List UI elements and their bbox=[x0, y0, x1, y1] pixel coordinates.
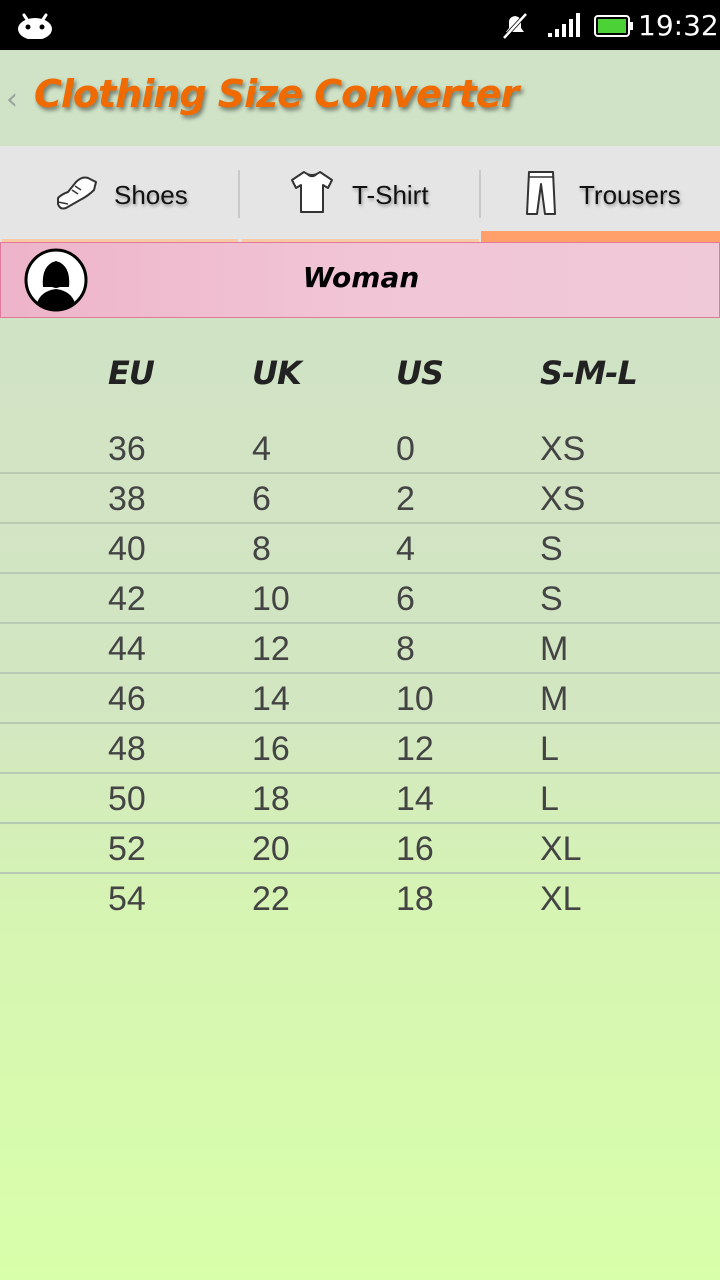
mute-icon bbox=[502, 12, 528, 40]
tab-shoes-label: Shoes bbox=[114, 180, 188, 210]
table-row: 48 16 12 L bbox=[0, 724, 720, 774]
tab-divider bbox=[479, 170, 481, 218]
table-cell: 16 bbox=[252, 730, 290, 768]
table-cell: 4 bbox=[252, 430, 271, 468]
table-cell: 12 bbox=[396, 730, 434, 768]
table-cell: L bbox=[540, 730, 559, 768]
table-row: 46 14 10 M bbox=[0, 674, 720, 724]
table-row: 42 10 6 S bbox=[0, 574, 720, 624]
battery-icon bbox=[594, 15, 633, 37]
tab-indicator bbox=[2, 239, 238, 242]
back-icon[interactable]: ‹ bbox=[6, 82, 18, 117]
trousers-icon bbox=[526, 171, 556, 215]
tab-bar: Shoes T-Shirt Trousers bbox=[0, 146, 720, 242]
table-cell: XS bbox=[540, 480, 586, 518]
table-row: 52 20 16 XL bbox=[0, 824, 720, 874]
table-row: 36 4 0 XS bbox=[0, 424, 720, 474]
table-cell: S bbox=[540, 530, 563, 568]
tab-trousers-label: Trousers bbox=[579, 180, 681, 210]
table-cell: 50 bbox=[108, 780, 146, 818]
app-title: Clothing Size Converter bbox=[34, 72, 519, 116]
tab-tshirt-label: T-Shirt bbox=[352, 180, 429, 210]
tab-indicator bbox=[242, 239, 479, 242]
table-cell: XL bbox=[540, 880, 582, 918]
tab-active-indicator bbox=[481, 231, 720, 242]
table-cell: 12 bbox=[252, 630, 290, 668]
table-cell: 2 bbox=[396, 480, 415, 518]
table-row: 40 8 4 S bbox=[0, 524, 720, 574]
tab-trousers[interactable]: Trousers bbox=[481, 146, 720, 242]
tshirt-icon bbox=[291, 171, 333, 213]
table-cell: XS bbox=[540, 430, 586, 468]
gender-label: Woman bbox=[302, 261, 420, 294]
table-cell: 54 bbox=[108, 880, 146, 918]
tab-divider bbox=[238, 170, 240, 218]
table-cell: M bbox=[540, 630, 569, 668]
table-cell: 40 bbox=[108, 530, 146, 568]
tab-tshirt[interactable]: T-Shirt bbox=[240, 146, 481, 242]
table-cell: 46 bbox=[108, 680, 146, 718]
woman-avatar-icon bbox=[24, 248, 88, 312]
table-cell: 14 bbox=[396, 780, 434, 818]
table-cell: 38 bbox=[108, 480, 146, 518]
tab-shoes[interactable]: Shoes bbox=[0, 146, 240, 242]
table-cell: XL bbox=[540, 830, 582, 868]
table-cell: 18 bbox=[396, 880, 434, 918]
table-cell: 6 bbox=[252, 480, 271, 518]
table-row: 38 6 2 XS bbox=[0, 474, 720, 524]
table-cell: S bbox=[540, 580, 563, 618]
table-cell: 16 bbox=[396, 830, 434, 868]
table-cell: 0 bbox=[396, 430, 415, 468]
table-cell: 52 bbox=[108, 830, 146, 868]
table-cell: 8 bbox=[396, 630, 415, 668]
table-cell: 44 bbox=[108, 630, 146, 668]
table-cell: 14 bbox=[252, 680, 290, 718]
table-cell: 36 bbox=[108, 430, 146, 468]
table-cell: 48 bbox=[108, 730, 146, 768]
android-icon bbox=[18, 13, 52, 39]
column-header-sml: S-M-L bbox=[540, 354, 638, 392]
column-header-us: US bbox=[396, 354, 444, 392]
table-cell: L bbox=[540, 780, 559, 818]
signal-icon bbox=[548, 13, 580, 37]
table-cell: 4 bbox=[396, 530, 415, 568]
app-header bbox=[0, 50, 720, 146]
table-cell: 22 bbox=[252, 880, 290, 918]
size-rows: 36 4 0 XS 38 6 2 XS 40 8 4 S 42 10 6 S 44 12 8 M 46 14 10 M 48 16… bbox=[0, 424, 720, 924]
table-row: 50 18 14 L bbox=[0, 774, 720, 824]
column-header-uk: UK bbox=[252, 354, 302, 392]
column-header-eu: EU bbox=[108, 354, 155, 392]
table-cell: 10 bbox=[396, 680, 434, 718]
table-cell: 42 bbox=[108, 580, 146, 618]
table-cell: 8 bbox=[252, 530, 271, 568]
table-row: 44 12 8 M bbox=[0, 624, 720, 674]
table-cell: M bbox=[540, 680, 569, 718]
table-cell: 10 bbox=[252, 580, 290, 618]
status-bar: 19:32 bbox=[0, 0, 720, 50]
gender-bar[interactable]: Woman bbox=[0, 242, 720, 318]
table-cell: 6 bbox=[396, 580, 415, 618]
table-row: 54 22 18 XL bbox=[0, 874, 720, 924]
table-cell: 20 bbox=[252, 830, 290, 868]
status-time: 19:32 bbox=[638, 9, 719, 42]
shoe-icon bbox=[57, 176, 97, 210]
table-cell: 18 bbox=[252, 780, 290, 818]
